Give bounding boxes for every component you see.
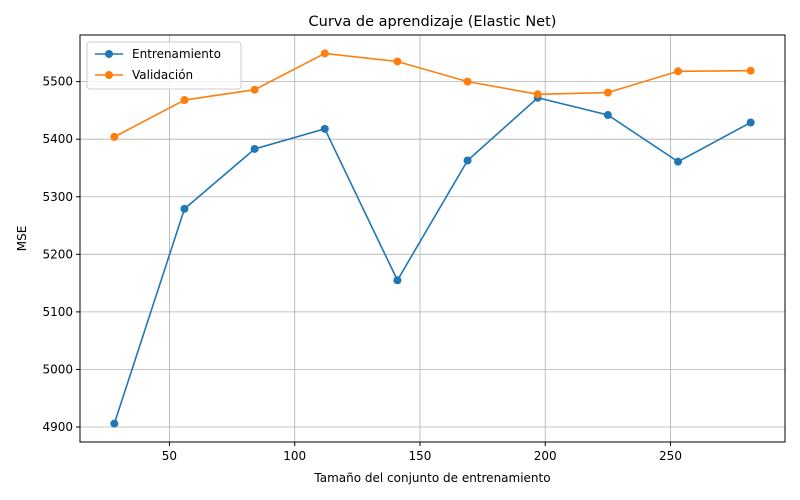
legend-label: Entrenamiento bbox=[132, 47, 221, 61]
data-point bbox=[110, 132, 119, 141]
x-tick-label: 100 bbox=[283, 449, 306, 463]
y-tick-label: 5500 bbox=[42, 75, 73, 89]
x-axis-label: Tamaño del conjunto de entrenamiento bbox=[313, 471, 550, 485]
data-point bbox=[674, 67, 683, 76]
x-tick-label: 200 bbox=[534, 449, 557, 463]
series-line bbox=[113, 52, 751, 138]
series-line bbox=[113, 96, 752, 424]
data-point bbox=[393, 276, 402, 285]
data-point bbox=[393, 57, 402, 66]
data-point bbox=[463, 77, 472, 86]
data-point bbox=[533, 90, 542, 99]
data-point bbox=[746, 118, 755, 127]
y-tick-label: 5100 bbox=[42, 305, 73, 319]
y-tick-label: 5000 bbox=[42, 362, 73, 376]
grid bbox=[80, 35, 785, 442]
data-point bbox=[180, 204, 189, 213]
y-tick-label: 4900 bbox=[42, 420, 73, 434]
legend-item: Entrenamiento bbox=[95, 47, 221, 61]
data-point bbox=[110, 419, 119, 428]
legend-marker bbox=[105, 50, 113, 58]
x-tick-label: 150 bbox=[409, 449, 432, 463]
data-point bbox=[320, 124, 329, 133]
ticks: 50 100 150 200 250 4900 5000 5100 5200 5300 5400 55… bbox=[42, 75, 682, 463]
data-point bbox=[746, 66, 755, 75]
series-2 bbox=[110, 49, 755, 141]
y-tick-label: 5300 bbox=[42, 190, 73, 204]
x-tick-label: 250 bbox=[659, 449, 682, 463]
data-point bbox=[674, 157, 683, 166]
data-point bbox=[603, 111, 612, 120]
data-point bbox=[250, 144, 259, 153]
y-tick-label: 5400 bbox=[42, 132, 73, 146]
legend-box bbox=[86, 41, 242, 90]
data-point bbox=[603, 88, 612, 97]
series-layer bbox=[110, 49, 755, 428]
legend-item: Validación bbox=[95, 68, 193, 82]
data-point bbox=[250, 85, 259, 94]
data-point bbox=[320, 49, 329, 58]
legend: Entrenamiento Validación bbox=[86, 41, 242, 90]
data-point bbox=[180, 96, 189, 105]
legend-marker bbox=[105, 71, 113, 79]
data-point bbox=[463, 156, 472, 165]
legend-label: Validación bbox=[132, 68, 193, 82]
x-tick-label: 50 bbox=[162, 449, 177, 463]
plot-frame bbox=[79, 34, 786, 443]
chart-title: Curva de aprendizaje (Elastic Net) bbox=[309, 14, 557, 30]
y-tick-label: 5200 bbox=[42, 247, 73, 261]
y-axis-label: MSE bbox=[15, 226, 29, 252]
series-1 bbox=[110, 93, 755, 428]
